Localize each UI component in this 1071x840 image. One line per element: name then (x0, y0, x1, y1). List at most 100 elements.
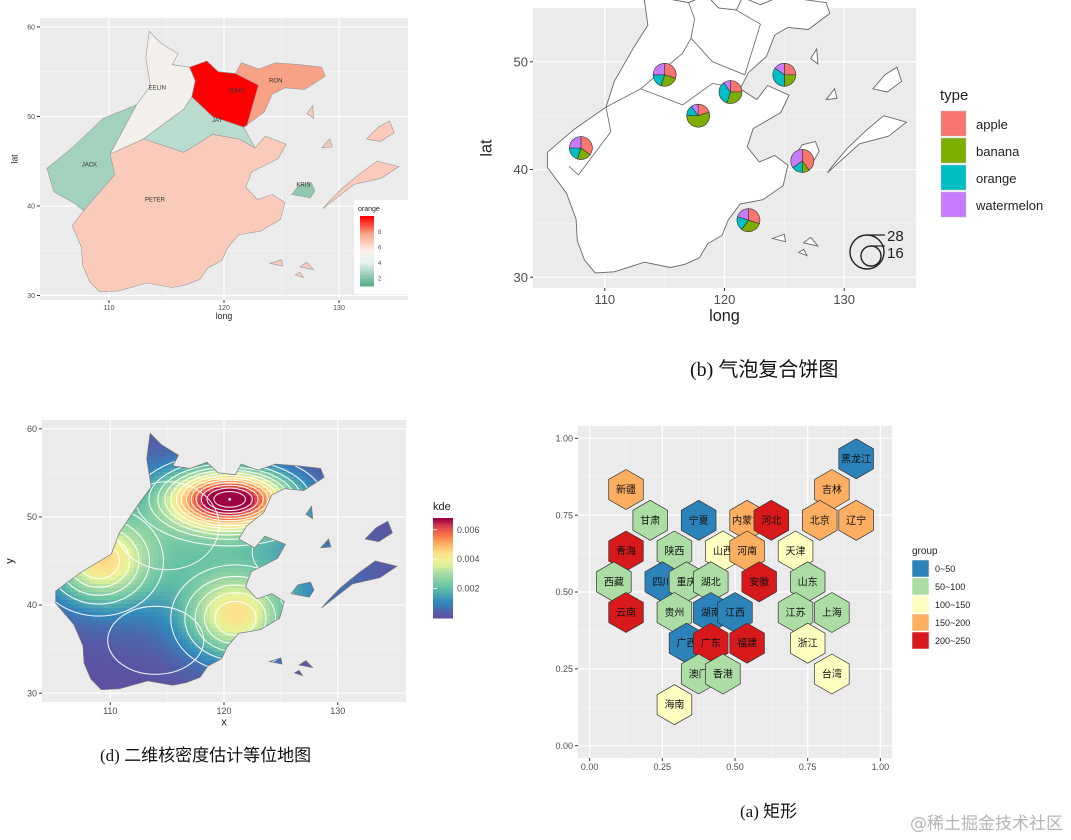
bl-legend-swatch (433, 573, 453, 576)
tl-legend-swatch (360, 283, 374, 287)
br-tick-label-x: 0.75 (799, 762, 817, 772)
caption-b: (b) 气泡复合饼图 (690, 359, 839, 381)
bl-legend-swatch (433, 605, 453, 609)
tl-legend-swatch (360, 225, 374, 229)
region-island (322, 160, 400, 209)
hex-label: 贵州 (664, 606, 684, 619)
bl-legend-swatch (433, 558, 453, 561)
hex-label: 广东 (701, 637, 721, 650)
tr-tick-label-y: 40 (514, 162, 528, 177)
br-legend-swatch (911, 559, 930, 578)
tl-legend-swatch (360, 220, 374, 224)
tl-tick-label-y: 30 (27, 293, 35, 300)
bl-tick-label-y: 50 (27, 512, 37, 522)
hex-label: 福建 (737, 637, 757, 650)
bl-legend-swatch (433, 578, 453, 581)
legend-swatch-apple (940, 110, 967, 137)
region-island (365, 120, 395, 142)
tl-tick-label-y: 50 (27, 114, 35, 121)
bl-legend-tick: 0.002 (457, 584, 480, 594)
bl-legend-title: kde (433, 501, 451, 513)
legend-label-banana: banana (976, 144, 1020, 159)
pie-5 (569, 136, 593, 160)
region-island (321, 138, 333, 149)
bl-legend-swatch (433, 555, 453, 559)
region-island (294, 271, 305, 279)
tr-map-island (825, 87, 838, 101)
hex-label: 广西 (677, 638, 697, 650)
bl-map-island (321, 560, 398, 608)
watermark: @稀土掘金技术社区 (910, 814, 1063, 834)
bl-legend-swatch (433, 595, 453, 599)
kde-contour-line (200, 484, 259, 514)
tl-legend-swatch (360, 232, 374, 236)
br-legend-label: 100~150 (935, 600, 970, 610)
kde-contour-line (195, 482, 264, 517)
hex-tile (753, 499, 790, 541)
bl-legend-swatch (433, 553, 453, 556)
bl-legend-swatch (433, 588, 453, 591)
tl-legend-swatch (360, 265, 374, 268)
legend-label-apple: apple (976, 117, 1008, 132)
region-label-peter: PETER (145, 198, 166, 204)
tl-legend-swatch (360, 244, 374, 247)
region-island (299, 262, 315, 271)
br-tick-label-x: 0.50 (726, 762, 744, 772)
br-legend-title: group (912, 546, 938, 557)
br-tick-label-y: 0.00 (555, 741, 573, 751)
tl-legend-swatch (360, 248, 374, 252)
hex-label: 江苏 (786, 606, 806, 619)
bl-legend-swatch (433, 568, 453, 571)
hex-label: 云南 (616, 606, 636, 619)
tl-legend-tick: 2 (378, 277, 382, 283)
kde-contour-line (107, 605, 205, 675)
bl-tick-label-y: 60 (27, 424, 37, 434)
tl-legend-swatch (360, 255, 374, 259)
bl-legend-swatch (433, 545, 453, 549)
legend-label-orange: orange (976, 171, 1016, 186)
pie-slice-apple (801, 149, 815, 171)
hex-label: 山西 (713, 546, 733, 558)
bl-legend-swatch (433, 580, 453, 584)
bl-legend-swatch (433, 543, 453, 546)
hex-tile (729, 622, 765, 664)
hex-label: 澳门 (689, 667, 709, 680)
tl-legend-swatch (360, 274, 374, 278)
region-label-john: JOHN (228, 88, 244, 94)
region-label-kris: KRIS (296, 182, 310, 188)
bl-legend-swatch (433, 550, 453, 554)
legend-swatch-banana (940, 137, 967, 164)
tl-legend-swatch (360, 241, 374, 245)
pie-slice-watermelon (569, 136, 582, 149)
tl-legend-swatch (360, 251, 374, 254)
hex-tile (814, 592, 850, 633)
hex-label: 香港 (713, 668, 733, 680)
hex-label: 辽宁 (846, 514, 866, 527)
hex-label: 天津 (786, 546, 806, 558)
hex-label: 上海 (822, 606, 842, 619)
bl-map-outline (55, 432, 325, 691)
br-legend-swatch (911, 577, 930, 596)
bl-legend-swatch (433, 535, 453, 539)
pie-slice-watermelon (690, 103, 699, 117)
choropleth-svg: 110 120 130 30 40 50 60 long lat JACK EELIN JAY JOHN… (10, 18, 414, 321)
legend-swatch-orange (940, 164, 967, 191)
bl-legend-swatch (433, 540, 453, 544)
br-legend-label: 150~200 (935, 618, 970, 628)
pie-slice-watermelon (723, 80, 731, 93)
kde-contour-line (214, 600, 257, 636)
bl-legend-tick: 0.004 (457, 554, 480, 564)
hex-label: 甘肃 (640, 514, 660, 527)
tl-legend-swatch (360, 260, 374, 264)
hex-tile (705, 653, 741, 695)
region-kris (291, 182, 316, 199)
hex-label: 湖北 (701, 576, 721, 588)
bl-legend-swatch (433, 528, 453, 531)
bl-map-island (268, 657, 283, 665)
size-label-large: 28 (887, 228, 904, 245)
bl-legend-swatch (433, 533, 453, 536)
tl-tick-label-x: 120 (218, 305, 230, 312)
chart-bottom-right-hex: 0.00 0.25 0.50 0.75 1.00 0.00 0.25 0.50 0.75 1.00… (540, 420, 1071, 800)
hex-tile (680, 499, 717, 541)
tl-tick-label-y: 60 (27, 24, 35, 31)
